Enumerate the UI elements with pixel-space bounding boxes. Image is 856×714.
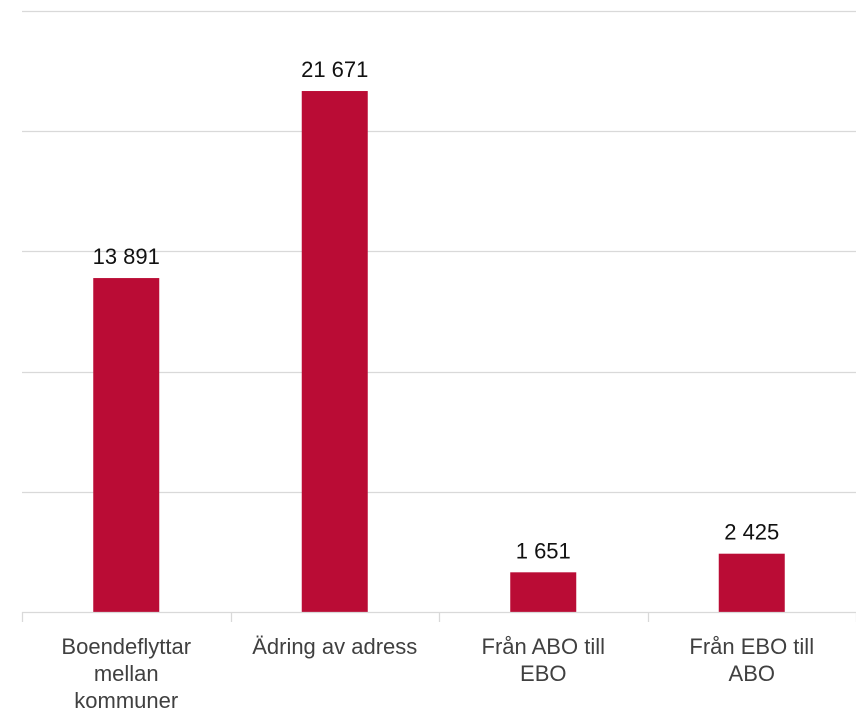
data-label: 1 651 xyxy=(516,538,571,563)
bar xyxy=(718,553,785,612)
bar xyxy=(510,572,577,612)
x-tick-label: Ädring av adress xyxy=(252,634,417,659)
data-labels: 13 891 21 671 1 651 2 425 xyxy=(93,57,780,563)
bar xyxy=(93,278,160,612)
x-tick-label: Från ABO till EBO xyxy=(482,634,605,686)
data-label: 21 671 xyxy=(301,57,368,82)
bar xyxy=(301,91,368,612)
x-tick-label: Från EBO till ABO xyxy=(689,634,814,686)
data-label: 2 425 xyxy=(724,520,779,545)
bars xyxy=(93,91,785,612)
x-axis: Boendeflyttar mellan kommuner Ädring av adr… xyxy=(21,611,856,713)
data-label: 13 891 xyxy=(93,244,160,269)
x-tick-label: Boendeflyttar mellan kommuner xyxy=(61,634,191,713)
gridlines xyxy=(22,10,856,494)
